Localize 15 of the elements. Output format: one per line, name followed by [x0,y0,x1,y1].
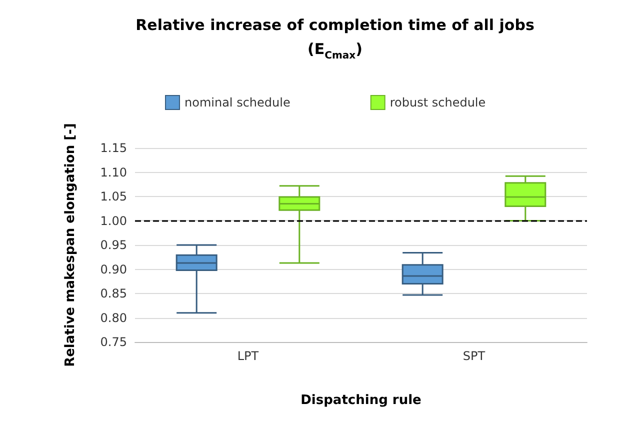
y-tick-label: 1.15 [100,141,127,155]
legend-label: nominal schedule [184,96,290,110]
y-tick-label: 0.85 [100,286,127,300]
y-tick-label: 0.95 [100,238,127,252]
y-tick-label: 1.05 [100,190,127,204]
y-tick-label: 0.80 [100,310,127,325]
y-tick-label: 0.90 [100,262,127,276]
x-tick-label: LPT [237,349,260,363]
legend-label: robust schedule [390,96,486,110]
x-axis-title: Dispatching rule [300,393,422,408]
y-tick-label: 1.10 [100,165,127,180]
y-tick-label: 0.75 [100,335,127,349]
y-tick-label: 1.00 [100,214,127,228]
y-axis-title: Relative makespan elongation [-] [63,123,78,367]
x-tick-label: SPT [462,349,486,363]
